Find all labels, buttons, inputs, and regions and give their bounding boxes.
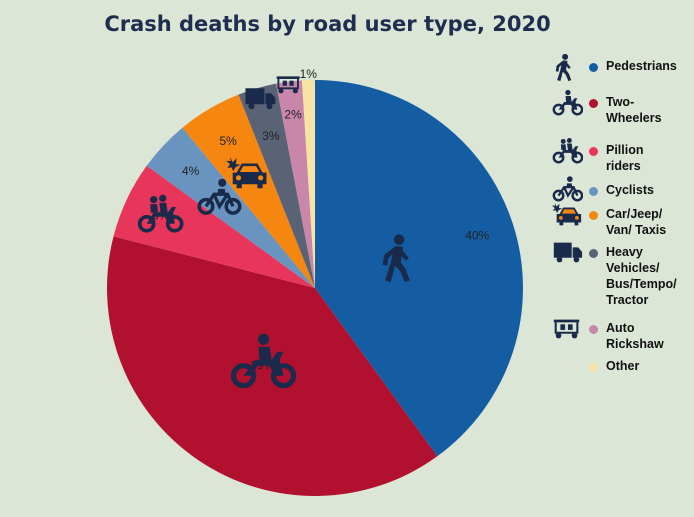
legend-label: Auto Rickshaw xyxy=(606,320,694,352)
pie-slice-0 xyxy=(315,80,524,457)
pillion-riders-icon xyxy=(552,136,583,164)
pie-slice-6 xyxy=(276,80,315,289)
legend-label: Pillion riders xyxy=(606,142,694,174)
chart-title: Crash deaths by road user type, 2020 xyxy=(104,12,551,36)
legend-label-line: Bus/Tempo/ xyxy=(606,277,677,291)
legend-label: Heavy Vehicles/Bus/Tempo/Tractor xyxy=(606,244,694,308)
legend-label-line: Tractor xyxy=(606,293,649,307)
legend-label-line: riders xyxy=(606,159,641,173)
car-crash-icon xyxy=(551,202,582,226)
legend-label-line: Two- xyxy=(606,95,635,109)
slice-label-7: 1% xyxy=(300,67,318,81)
legend-label-line: Cyclists xyxy=(606,183,654,197)
legend-label: Other xyxy=(606,358,694,374)
slice-label-3: 4% xyxy=(182,164,200,178)
legend-label-line: Vehicles/ xyxy=(606,261,660,275)
legend-label-line: Pedestrians xyxy=(606,59,677,73)
slice-label-6: 2% xyxy=(284,108,302,122)
legend-label-line: Other xyxy=(606,359,640,373)
legend-swatch xyxy=(589,211,598,220)
legend-label: Pedestrians xyxy=(606,58,694,74)
legend-label: Car/Jeep/Van/ Taxis xyxy=(606,206,694,238)
pie-slice-5 xyxy=(238,83,315,288)
pie-slice-3 xyxy=(146,127,315,288)
legend-label-line: Van/ Taxis xyxy=(606,223,667,237)
legend-swatch xyxy=(589,99,598,108)
legend-label-line: Auto xyxy=(606,321,635,335)
slice-label-4: 5% xyxy=(220,134,238,148)
legend-swatch xyxy=(589,249,598,258)
auto-rickshaw-icon xyxy=(552,318,581,340)
legend-label-line: Heavy xyxy=(606,245,643,259)
truck-icon xyxy=(553,242,583,263)
slice-label-0: 40% xyxy=(465,228,489,242)
legend-label: Cyclists xyxy=(606,182,694,198)
legend-swatch xyxy=(589,63,598,72)
legend-swatch xyxy=(589,147,598,156)
pie-slice-7 xyxy=(301,80,315,288)
legend-label-line: Pillion xyxy=(606,143,644,157)
legend-label-line: Rickshaw xyxy=(606,337,664,351)
pie-slice-4 xyxy=(182,94,315,288)
motorcycle-icon xyxy=(552,88,583,116)
pedestrian-icon xyxy=(555,53,572,82)
legend-swatch xyxy=(589,363,598,372)
legend-swatch xyxy=(589,325,598,334)
slice-label-5: 3% xyxy=(262,129,280,143)
legend-label-line: Wheelers xyxy=(606,111,662,125)
legend-swatch xyxy=(589,187,598,196)
legend-label-line: Car/Jeep/ xyxy=(606,207,663,221)
legend-label: Two- Wheelers xyxy=(606,94,694,126)
